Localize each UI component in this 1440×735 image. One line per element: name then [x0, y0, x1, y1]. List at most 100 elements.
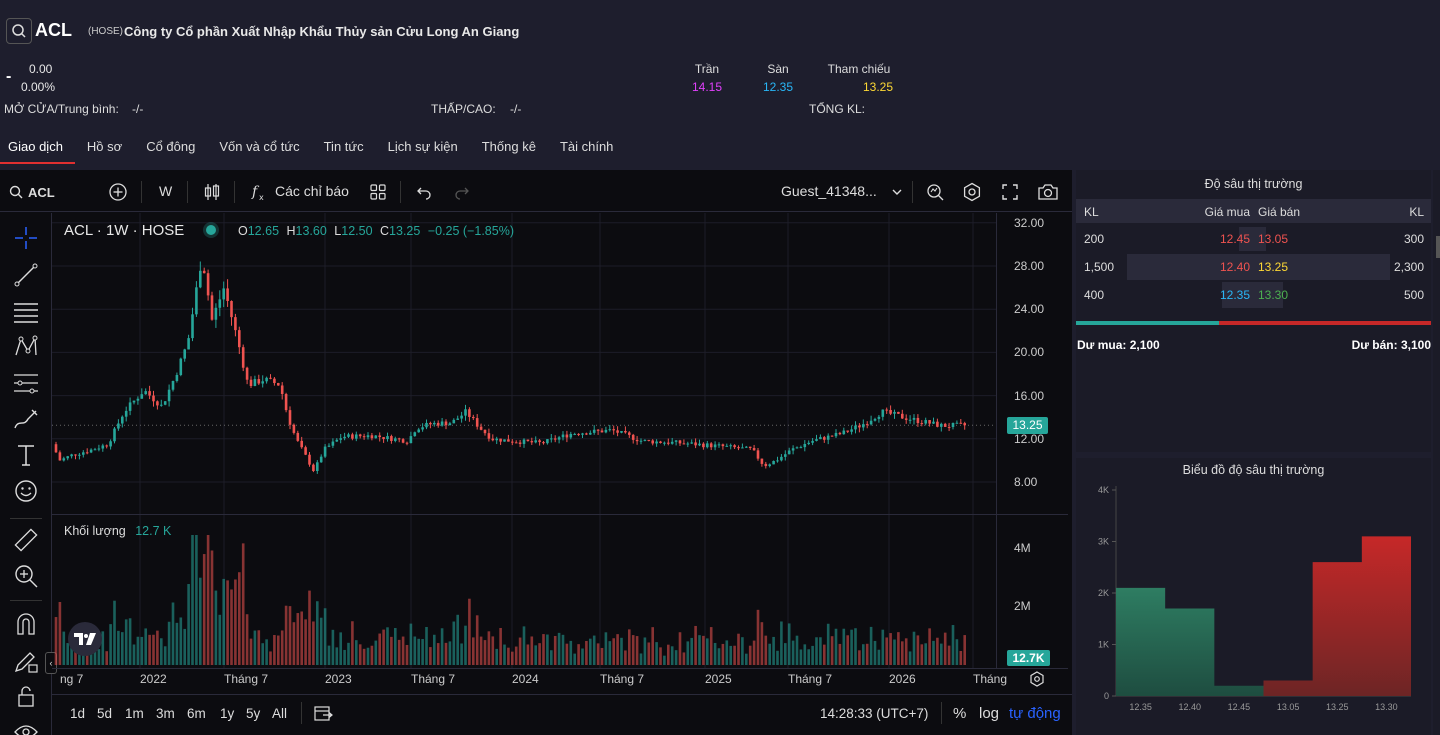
candle-body	[709, 443, 713, 448]
toolbar-symbol[interactable]: ACL	[28, 185, 55, 200]
pattern-icon[interactable]	[12, 333, 40, 361]
tab-profile[interactable]: Hồ sơ	[86, 139, 123, 154]
interval-selector[interactable]: W	[159, 183, 173, 199]
volume-bar	[826, 623, 830, 665]
candle-body	[846, 430, 849, 432]
volume-bar	[386, 627, 389, 665]
fullscreen-icon[interactable]	[1001, 183, 1019, 201]
candle-body	[304, 447, 307, 455]
range-6m[interactable]: 6m	[187, 706, 206, 721]
emoji-icon[interactable]	[12, 477, 40, 505]
auto-scale-toggle[interactable]: tự động	[1009, 705, 1061, 722]
tab-statistics[interactable]: Thống kê	[481, 139, 536, 154]
depth-chart[interactable]: 4K 3K 2K 1K 0 12.35 12.40 12.45 13.05 13.25 13.30	[1076, 476, 1431, 716]
candle-body	[206, 273, 210, 296]
volume-bar	[241, 543, 245, 665]
candle-type-icon[interactable]	[203, 182, 221, 202]
time-axis[interactable]	[52, 668, 1068, 692]
candle-body	[916, 417, 920, 424]
volume-bar	[764, 635, 768, 665]
percent-scale-toggle[interactable]: %	[953, 705, 967, 722]
symbol-search-icon[interactable]	[9, 185, 23, 199]
candle-body	[612, 429, 615, 431]
magnet-icon[interactable]	[12, 610, 40, 638]
volume-bar	[78, 649, 81, 665]
eye-icon[interactable]	[12, 718, 40, 735]
candle-body	[799, 447, 803, 449]
user-account[interactable]: Guest_41348...	[781, 183, 877, 199]
volume-bar	[725, 640, 729, 665]
depth-ask-price[interactable]: 13.30	[1258, 288, 1289, 302]
candle-body	[171, 380, 175, 390]
range-3m[interactable]: 3m	[156, 706, 175, 721]
candle-body	[772, 460, 775, 465]
ruler-icon[interactable]	[12, 526, 40, 554]
volume-bar	[394, 628, 397, 665]
axis-settings-icon[interactable]	[1029, 671, 1045, 687]
layouts-icon[interactable]	[369, 183, 387, 201]
candle-body	[511, 441, 514, 443]
candle-body	[807, 442, 810, 445]
range-1d[interactable]: 1d	[70, 706, 86, 721]
camera-icon[interactable]	[1037, 182, 1059, 202]
price-axis[interactable]	[996, 213, 1068, 668]
undo-icon[interactable]	[416, 184, 432, 200]
lock-icon[interactable]	[12, 683, 40, 711]
clock[interactable]: 14:28:33 (UTC+7)	[820, 706, 929, 721]
horizontal-lines-icon[interactable]	[12, 297, 40, 325]
fib-retracement-icon[interactable]	[12, 369, 40, 397]
indicators-button[interactable]: Các chỉ báo	[275, 183, 349, 199]
crosshair-icon[interactable]	[12, 224, 40, 252]
tab-capital-dividends[interactable]: Vốn và cổ tức	[219, 139, 300, 154]
range-1y[interactable]: 1y	[220, 706, 235, 721]
depth-header-ask-vol: KL	[1409, 205, 1424, 219]
bid-total: Dư mua: 2,100	[1077, 338, 1160, 352]
quick-search-icon[interactable]	[925, 182, 945, 202]
text-icon[interactable]	[12, 441, 40, 469]
depth-bid-price[interactable]: 12.35	[1219, 288, 1250, 302]
range-5y[interactable]: 5y	[246, 706, 261, 721]
volume-bar	[943, 632, 947, 665]
volume-bar	[635, 636, 639, 665]
tab-news[interactable]: Tin tức	[323, 139, 364, 154]
svg-text:f: f	[251, 184, 260, 200]
goto-date-icon[interactable]	[313, 703, 333, 723]
settings-icon[interactable]	[962, 182, 982, 202]
depth-bid-price[interactable]: 12.40	[1219, 260, 1250, 274]
total-volume-label: TỔNG KL:	[809, 102, 866, 116]
depth-ask-price[interactable]: 13.05	[1258, 232, 1289, 246]
draw-lock-icon[interactable]	[12, 647, 40, 675]
volume-bar	[557, 632, 561, 665]
right-scroll-strip[interactable]	[1433, 170, 1440, 735]
volume-bar	[881, 629, 885, 665]
volume-bar	[456, 614, 459, 665]
price-chart[interactable]	[52, 213, 996, 668]
time-label: Tháng 7	[788, 672, 833, 686]
range-1m[interactable]: 1m	[125, 706, 144, 721]
tradingview-logo[interactable]	[68, 622, 102, 656]
scroll-handle[interactable]	[1436, 236, 1440, 258]
brush-icon[interactable]	[12, 405, 40, 433]
candle-body	[811, 440, 814, 443]
zoom-in-icon[interactable]	[12, 562, 40, 590]
depth-bid-price[interactable]: 12.45	[1219, 232, 1250, 246]
log-scale-toggle[interactable]: log	[979, 705, 1000, 722]
tab-trading[interactable]: Giao dịch	[0, 136, 75, 164]
redo-icon[interactable]	[454, 184, 470, 200]
candle-body	[491, 438, 495, 441]
tab-financials[interactable]: Tài chính	[559, 139, 614, 154]
range-5d[interactable]: 5d	[97, 706, 113, 721]
tab-events[interactable]: Lịch sự kiện	[387, 139, 458, 154]
search-button[interactable]	[6, 18, 32, 44]
trend-line-icon[interactable]	[12, 261, 40, 289]
tab-shareholders[interactable]: Cổ đông	[146, 139, 196, 154]
compare-add-icon[interactable]	[108, 182, 128, 202]
volume-bar	[647, 642, 651, 665]
range-all[interactable]: All	[272, 706, 288, 721]
ceiling-label: Trần	[694, 62, 720, 76]
depth-ask-price[interactable]: 13.25	[1258, 260, 1289, 274]
candle-body	[362, 436, 366, 438]
volume-bar	[577, 644, 580, 665]
chevron-down-icon[interactable]	[891, 186, 903, 198]
